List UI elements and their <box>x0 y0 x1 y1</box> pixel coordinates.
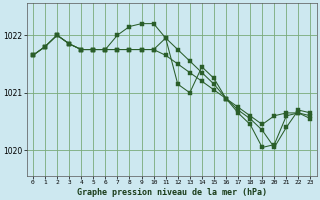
X-axis label: Graphe pression niveau de la mer (hPa): Graphe pression niveau de la mer (hPa) <box>77 188 267 197</box>
